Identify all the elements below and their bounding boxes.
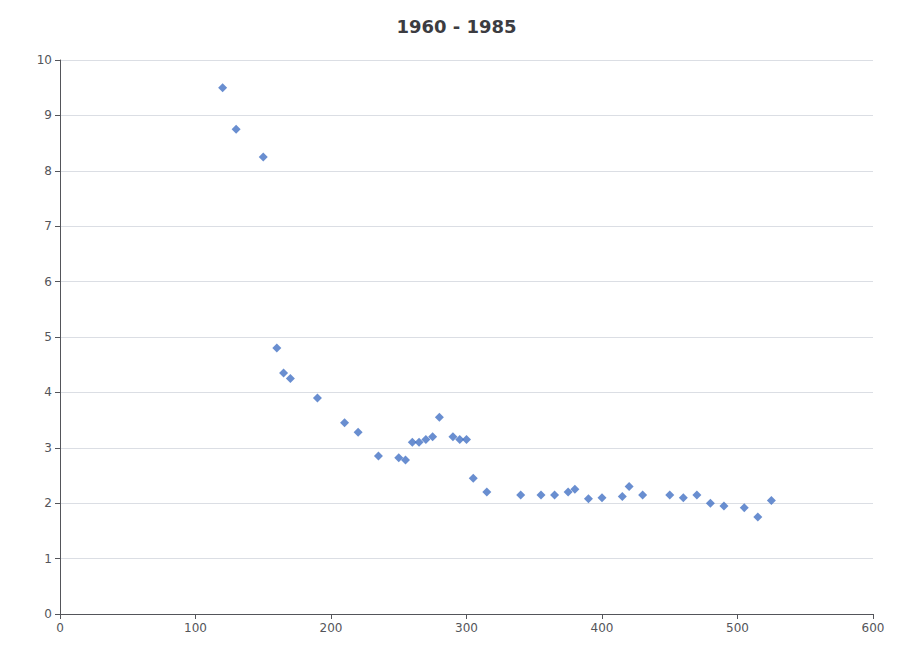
svg-text:0: 0 (56, 621, 64, 635)
svg-text:5: 5 (44, 330, 52, 344)
svg-text:9: 9 (44, 108, 52, 122)
svg-text:300: 300 (455, 621, 478, 635)
svg-text:8: 8 (44, 164, 52, 178)
svg-text:6: 6 (44, 275, 52, 289)
svg-text:100: 100 (184, 621, 207, 635)
svg-text:200: 200 (320, 621, 343, 635)
svg-text:400: 400 (591, 621, 614, 635)
svg-text:4: 4 (44, 385, 52, 399)
svg-text:1: 1 (44, 552, 52, 566)
svg-text:10: 10 (37, 53, 52, 67)
svg-text:2: 2 (44, 496, 52, 510)
svg-text:500: 500 (726, 621, 749, 635)
svg-text:3: 3 (44, 441, 52, 455)
svg-text:1960 - 1985: 1960 - 1985 (396, 16, 516, 37)
svg-text:7: 7 (44, 219, 52, 233)
svg-text:600: 600 (862, 621, 885, 635)
svg-text:0: 0 (44, 607, 52, 621)
